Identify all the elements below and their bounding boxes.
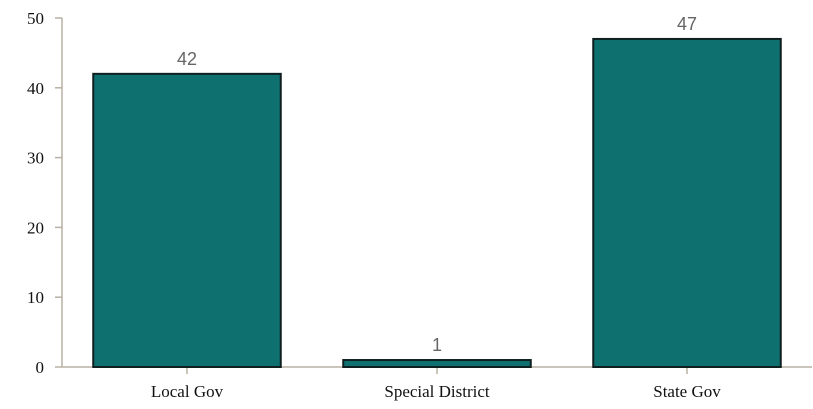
x-axis: Local Gov Special District State Gov xyxy=(62,366,812,401)
data-labels: 42 1 47 xyxy=(177,14,697,355)
y-tick-label-0: 0 xyxy=(36,358,45,377)
data-label-local-gov: 42 xyxy=(177,49,197,69)
y-tick-label-20: 20 xyxy=(27,218,44,237)
x-tick-label-special-district: Special District xyxy=(384,382,490,401)
y-tick-label-10: 10 xyxy=(27,288,44,307)
x-tick-label-local-gov: Local Gov xyxy=(151,382,224,401)
y-tick-label-40: 40 xyxy=(27,79,44,98)
data-label-special-district: 1 xyxy=(432,335,442,355)
bar-special-district xyxy=(342,359,532,368)
y-tick-label-30: 30 xyxy=(27,149,44,168)
data-label-state-gov: 47 xyxy=(677,14,697,34)
bars xyxy=(92,37,782,368)
y-axis: 0 10 20 30 40 50 xyxy=(27,9,63,377)
bar-local-gov xyxy=(92,72,282,368)
x-tick-label-state-gov: State Gov xyxy=(653,382,721,401)
bar-state-gov xyxy=(592,37,782,368)
y-tick-label-50: 50 xyxy=(27,9,44,28)
